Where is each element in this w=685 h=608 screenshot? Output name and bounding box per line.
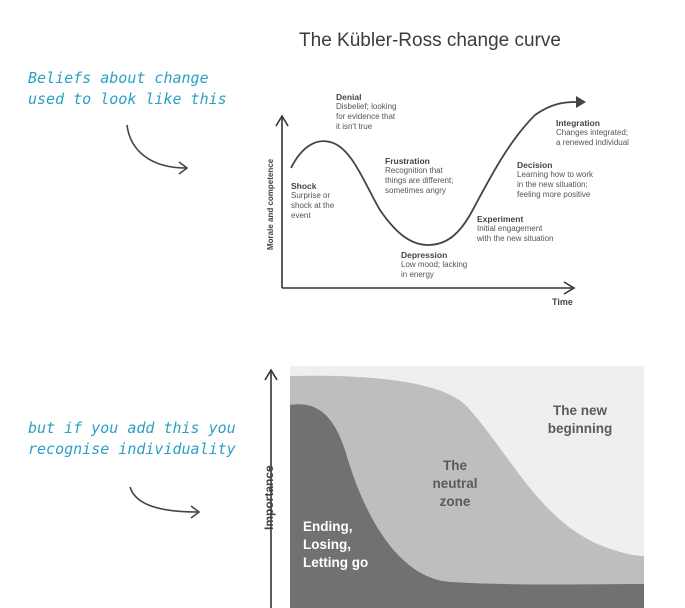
stage-desc-line: it isn't true	[336, 122, 373, 131]
stage-desc-line: shock at the	[291, 201, 335, 210]
curve-y-axis-label: Morale and competence	[266, 158, 275, 250]
curved-arrow-bottom-head	[190, 505, 201, 519]
stage-denial: Denial Disbelief; looking for evidence t…	[336, 92, 396, 132]
stage-name: Depression	[401, 250, 448, 260]
stage-name: Decision	[517, 160, 553, 170]
stage-desc-line: a renewed individual	[556, 138, 629, 147]
stage-desc-line: event	[291, 211, 311, 220]
importance-axis-label: Importance	[262, 465, 276, 530]
curved-arrow-bottom	[129, 486, 199, 513]
curved-arrow-top	[126, 124, 187, 169]
zone-ending-line: Losing,	[303, 537, 351, 552]
stage-desc-line: Low mood; lacking	[401, 260, 468, 269]
ending-area	[290, 404, 644, 608]
stage-desc-line: Surprise or	[291, 191, 331, 200]
stage-desc-line: for evidence that	[336, 112, 396, 121]
chart-title: The Kübler-Ross change curve	[299, 30, 561, 51]
zone-ending-line: Ending,	[303, 519, 353, 534]
zone-new-line: beginning	[547, 421, 613, 436]
stage-decision: Decision Learning how to work in the new…	[517, 160, 593, 200]
stage-desc-line: Disbelief; looking	[336, 102, 397, 111]
note-top-line-1: Beliefs about change	[28, 69, 209, 87]
zone-ending-line: Letting go	[303, 555, 369, 570]
stage-name: Shock	[291, 181, 317, 191]
curve-x-axis-label: Time	[552, 297, 573, 307]
change-curve-arrowhead	[576, 96, 586, 108]
stage-desc-line: Changes integrated;	[556, 128, 629, 137]
zone-neutral: The neutral zone	[413, 457, 497, 511]
change-curve-line	[290, 101, 577, 246]
curve-y-axis-arrowhead	[275, 114, 289, 127]
curve-x-axis-arrowhead	[563, 281, 576, 295]
note-bottom-line-1: but if you add this you	[28, 419, 236, 437]
zone-neutral-line: The	[442, 458, 467, 473]
stage-name: Denial	[336, 92, 362, 102]
note-bottom-line-2: recognise individuality	[28, 440, 236, 458]
stage-frustration: Frustration Recognition that things are …	[385, 156, 453, 196]
zone-new-line: The new	[552, 403, 607, 418]
stage-integration: Integration Changes integrated; a renewe…	[556, 118, 629, 148]
stage-desc-line: Initial engagement	[477, 224, 543, 233]
importance-axis-arrowhead	[264, 368, 278, 381]
stage-name: Experiment	[477, 214, 524, 224]
stage-experiment: Experiment Initial engagement with the n…	[477, 214, 554, 244]
stage-shock: Shock Surprise or shock at the event	[291, 181, 334, 221]
stage-depression: Depression Low mood; lacking in energy	[401, 250, 467, 280]
stage-desc-line: Learning how to work	[517, 170, 594, 179]
stage-desc-line: with the new situation	[477, 234, 554, 243]
stage-desc-line: things are different;	[385, 176, 454, 185]
stage-desc-line: Recognition that	[385, 166, 443, 175]
stage-desc-line: in the new situation;	[517, 180, 588, 189]
zone-neutral-line: zone	[439, 494, 471, 509]
stage-desc-line: in energy	[401, 270, 434, 279]
stage-desc-line: sometimes angry	[385, 186, 446, 195]
zone-ending: Ending, Losing, Letting go	[303, 518, 368, 572]
note-top-line-2: used to look like this	[28, 90, 227, 108]
curved-arrow-top-head	[178, 161, 189, 175]
zone-new-beginning: The new beginning	[535, 402, 625, 438]
note-bottom: but if you add this you recognise indivi…	[28, 418, 236, 460]
stage-desc-line: feeling more positive	[517, 190, 591, 199]
stage-name: Integration	[556, 118, 600, 128]
note-top: Beliefs about change used to look like t…	[28, 68, 227, 110]
zone-neutral-line: neutral	[432, 476, 478, 491]
stage-name: Frustration	[385, 156, 430, 166]
